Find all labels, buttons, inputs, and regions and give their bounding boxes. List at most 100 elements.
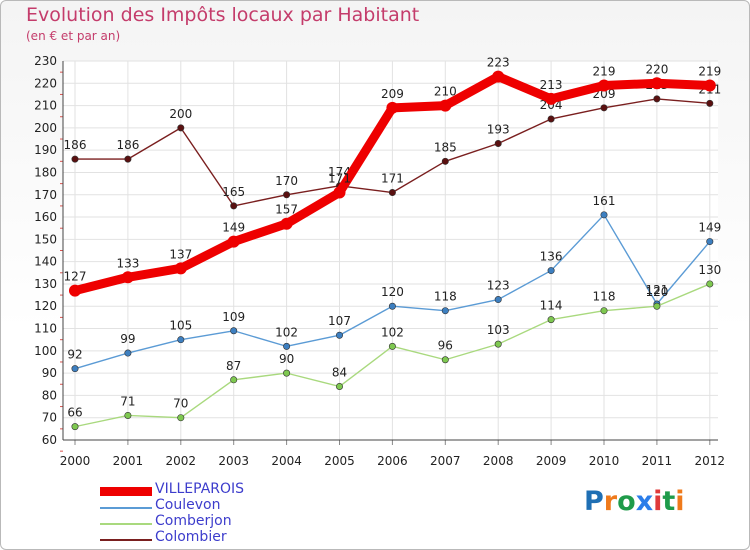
x-tick-label: 2005	[324, 454, 355, 468]
data-point-coulevon	[283, 342, 291, 350]
y-tick-label: 100	[34, 344, 57, 358]
data-label-colombier: 193	[487, 122, 510, 136]
data-label-comberjon: 90	[279, 352, 294, 366]
data-point-comberjon	[177, 414, 185, 422]
data-label-coulevon: 136	[540, 250, 563, 264]
data-point-coulevon	[441, 307, 449, 315]
data-label-colombier: 200	[169, 107, 192, 121]
data-point-colombier	[388, 189, 396, 197]
data-point-villeparois	[703, 79, 716, 92]
data-point-coulevon	[71, 365, 79, 373]
y-tick-label: 210	[34, 99, 57, 113]
data-label-comberjon: 103	[487, 323, 510, 337]
data-label-coulevon: 109	[222, 310, 245, 324]
plot-area	[63, 61, 718, 440]
chart-title: Evolution des Impôts locaux par Habitant	[26, 4, 420, 26]
data-label-villeparois: 210	[434, 85, 457, 99]
data-point-villeparois	[598, 79, 610, 92]
data-label-coulevon: 99	[120, 332, 135, 346]
data-point-comberjon	[124, 411, 132, 419]
data-label-villeparois: 209	[381, 87, 404, 101]
x-tick-label: 2009	[536, 454, 567, 468]
data-label-comberjon: 70	[173, 397, 188, 411]
data-label-villeparois: 223	[487, 56, 510, 70]
x-tick-label: 2002	[166, 454, 197, 468]
data-label-comberjon: 71	[120, 394, 135, 408]
y-tick-label: 160	[34, 210, 57, 224]
data-point-comberjon	[600, 307, 608, 315]
data-label-colombier: 186	[116, 138, 139, 152]
data-label-villeparois: 149	[222, 221, 245, 235]
data-point-coulevon	[124, 349, 132, 357]
data-point-villeparois	[492, 70, 505, 83]
y-tick-label: 110	[34, 322, 57, 336]
data-label-comberjon: 84	[332, 365, 347, 379]
y-tick-label: 90	[42, 366, 57, 380]
data-label-colombier: 186	[64, 138, 87, 152]
x-tick-label: 2004	[271, 454, 302, 468]
data-point-villeparois	[121, 271, 134, 284]
data-label-coulevon: 161	[593, 194, 616, 208]
y-tick-label: 120	[34, 299, 57, 313]
legend-label: Comberjon	[155, 513, 232, 529]
x-tick-label: 2001	[113, 454, 144, 468]
data-point-villeparois	[280, 217, 293, 230]
data-label-colombier: 185	[434, 140, 457, 154]
data-label-comberjon: 102	[381, 325, 404, 339]
x-tick-label: 2006	[377, 454, 408, 468]
data-point-colombier	[230, 202, 238, 210]
y-tick-label: 140	[34, 255, 57, 269]
data-label-coulevon: 120	[381, 285, 404, 299]
legend-swatch	[100, 539, 152, 541]
data-label-colombier: 165	[222, 185, 245, 199]
data-label-comberjon: 96	[438, 339, 453, 353]
data-label-coulevon: 105	[169, 319, 192, 333]
data-point-villeparois	[650, 77, 663, 90]
data-label-comberjon: 130	[698, 263, 721, 277]
chart-subtitle: (en € et par an)	[26, 29, 121, 43]
y-tick-label: 130	[34, 277, 57, 291]
data-label-villeparois: 219	[593, 65, 616, 79]
data-point-colombier	[600, 104, 608, 112]
data-label-coulevon: 92	[67, 348, 82, 362]
legend-label: Colombier	[155, 529, 227, 545]
data-point-coulevon	[388, 302, 396, 310]
data-point-coulevon	[494, 296, 502, 304]
data-label-villeparois: 213	[540, 78, 563, 92]
data-point-villeparois	[174, 262, 187, 275]
data-point-coulevon	[177, 336, 185, 344]
x-tick-label: 2000	[60, 454, 91, 468]
data-label-coulevon: 121	[645, 283, 668, 297]
legend-swatch	[100, 487, 152, 496]
data-point-coulevon	[335, 331, 343, 339]
data-point-colombier	[547, 115, 555, 123]
data-point-colombier	[494, 139, 502, 147]
legend-swatch	[100, 507, 152, 509]
y-tick-label: 200	[34, 121, 57, 135]
data-label-comberjon: 120	[645, 285, 668, 299]
x-tick-label: 2003	[218, 454, 249, 468]
y-tick-label: 170	[34, 188, 57, 202]
data-label-villeparois: 133	[116, 256, 139, 270]
y-tick-label: 230	[34, 54, 57, 68]
x-tick-label: 2012	[695, 454, 726, 468]
data-point-coulevon	[706, 238, 714, 246]
data-label-coulevon: 123	[487, 279, 510, 293]
data-point-comberjon	[494, 340, 502, 348]
data-point-villeparois	[227, 235, 240, 248]
legend-label: Coulevon	[155, 497, 221, 513]
data-label-villeparois: 127	[64, 270, 87, 284]
data-point-colombier	[283, 191, 291, 199]
data-point-villeparois	[386, 101, 399, 114]
data-point-villeparois	[545, 92, 558, 105]
data-point-coulevon	[600, 211, 608, 219]
y-tick-label: 80	[42, 388, 57, 402]
data-label-coulevon: 149	[698, 221, 721, 235]
data-point-colombier	[653, 95, 661, 103]
data-point-comberjon	[230, 376, 238, 384]
data-point-colombier	[177, 124, 185, 132]
data-point-comberjon	[547, 316, 555, 324]
data-label-colombier: 170	[275, 174, 298, 188]
legend-label: VILLEPAROIS	[155, 481, 245, 497]
data-point-villeparois	[439, 99, 452, 112]
